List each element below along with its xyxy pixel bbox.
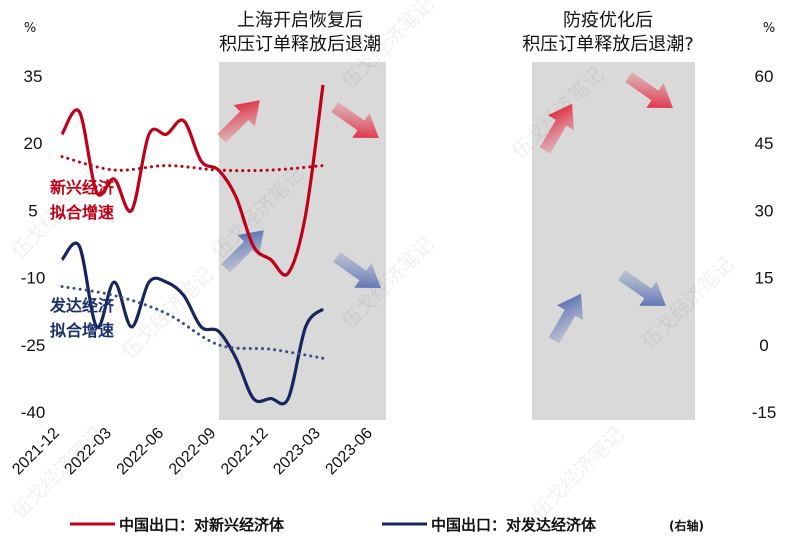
y-right-tick-0: 60	[755, 67, 774, 86]
legend-blue-suffix: (右轴)	[669, 518, 704, 533]
y-left-unit: %	[24, 21, 36, 36]
x-tick-6: 2023-06	[322, 425, 376, 479]
y-left-tick-1: 20	[24, 134, 43, 153]
y-right-unit: %	[763, 21, 775, 36]
arrow-blue-up-1	[221, 230, 264, 273]
y-left-tick-3: -10	[21, 269, 46, 288]
legend-red-label: 中国出口：对新兴经济体	[119, 516, 285, 534]
annotation-1-line2: 积压订单释放后退潮	[219, 34, 381, 55]
annotation-1-line1: 上海开启恢复后	[237, 10, 363, 31]
series-line-3	[60, 285, 325, 360]
arrow-red-up-1	[217, 100, 260, 143]
watermark-text-8: 伍戈经济笔记	[527, 422, 629, 524]
x-tick-5: 2023-03	[270, 425, 324, 479]
red-fit-label-line1: 新兴经济	[50, 178, 115, 197]
annotation-2-line1: 防疫优化后	[563, 10, 653, 31]
y-left-tick-5: -40	[21, 403, 46, 422]
arrow-red-down-2	[625, 72, 673, 109]
x-tick-2: 2022-06	[114, 425, 168, 479]
annotation-2-line2: 积压订单释放后退潮?	[522, 34, 694, 55]
y-right-ticks: 60 45 30 15 0 -15	[752, 67, 777, 422]
arrow-red-down-1	[331, 102, 379, 139]
arrow-blue-down-2	[618, 270, 666, 307]
y-left-tick-4: -25	[21, 336, 46, 355]
arrow-red-up-2	[539, 103, 574, 154]
y-right-tick-3: 15	[755, 269, 774, 288]
series-line-1	[60, 241, 325, 406]
y-right-tick-1: 45	[755, 134, 774, 153]
series-layer	[60, 84, 325, 406]
blue-fit-label-line1: 发达经济	[49, 296, 115, 315]
arrow-blue-up-2	[548, 293, 583, 344]
y-right-tick-5: -15	[752, 403, 777, 422]
blue-fit-label-line2: 拟合增速	[50, 321, 114, 340]
legend-blue-label: 中国出口：对发达经济体	[431, 516, 597, 534]
x-tick-4: 2022-12	[218, 425, 272, 479]
series-line-2	[60, 155, 325, 173]
arrow-blue-down-1	[333, 252, 381, 289]
y-left-tick-2: 5	[28, 201, 37, 220]
y-right-tick-2: 30	[755, 201, 774, 220]
y-left-tick-0: 35	[24, 67, 43, 86]
y-left-ticks: 35 20 5 -10 -25 -40	[21, 67, 46, 422]
red-fit-label-line2: 拟合增速	[50, 203, 114, 222]
y-right-tick-4: 0	[759, 336, 768, 355]
trend-arrows	[217, 72, 673, 344]
series-line-0	[60, 84, 325, 277]
x-tick-3: 2022-09	[166, 425, 220, 479]
legend: 中国出口：对新兴经济体 中国出口：对发达经济体 (右轴)	[70, 516, 704, 534]
